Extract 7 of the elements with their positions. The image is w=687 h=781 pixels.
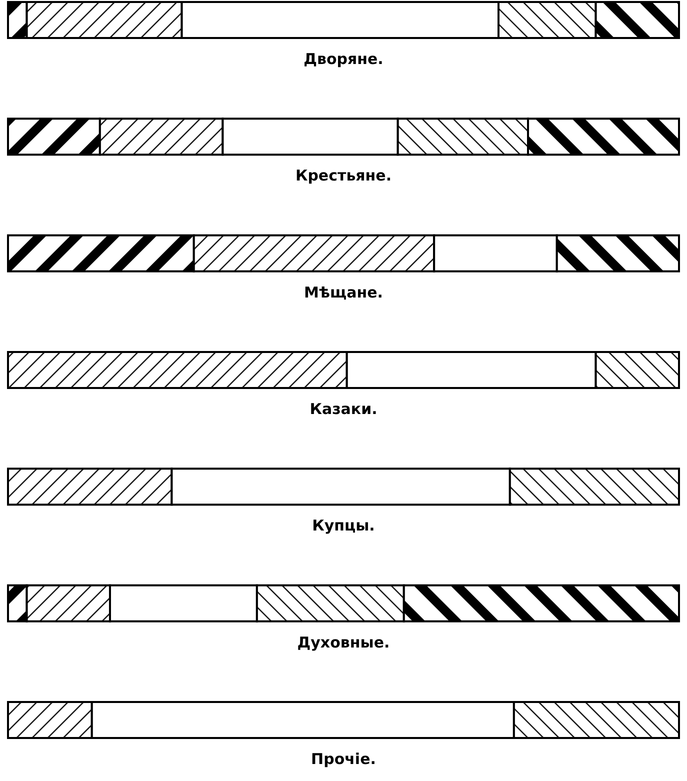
y-tick-label: Мѣщане. xyxy=(304,283,383,302)
y-tick-label: Дворяне. xyxy=(304,50,384,68)
y-tick-label: Купцы. xyxy=(312,516,375,535)
y-tick-label: Казаки. xyxy=(310,400,378,418)
y-tick-label: Прочіе. xyxy=(311,750,376,768)
y-tick-label: Духовные. xyxy=(297,633,390,652)
y-tick-label: Крестьяне. xyxy=(295,166,392,185)
